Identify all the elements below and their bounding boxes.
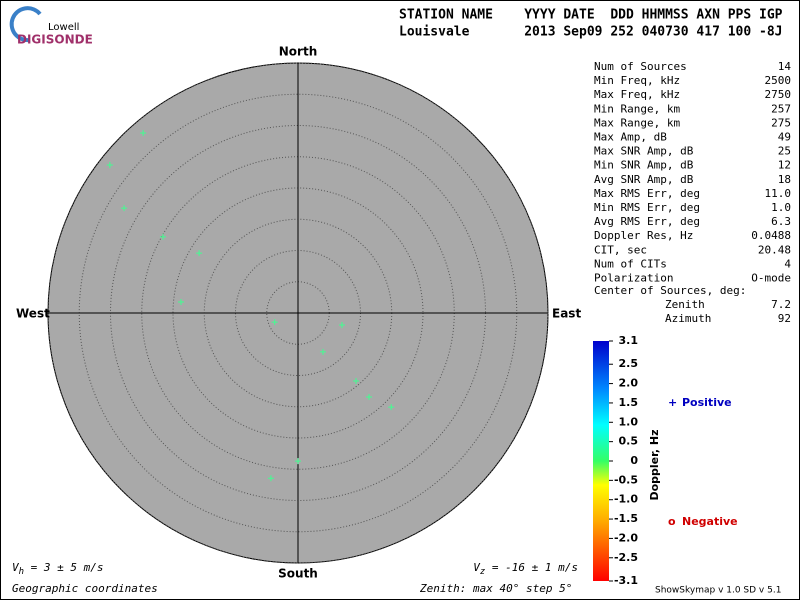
stat-label: Min RMS Err, deg	[594, 201, 700, 214]
stat-value: 0.0488	[751, 229, 791, 242]
stat-label: Max Freq, kHz	[594, 88, 680, 101]
stat-label: Avg SNR Amp, dB	[594, 173, 694, 186]
source-point	[196, 250, 203, 257]
colorbar-tick-label: 0.5	[619, 435, 639, 448]
version: ShowSkymap v 1.0 SD v 5.1	[655, 586, 781, 596]
source-point	[121, 205, 128, 212]
coords: Geographic coordinates	[12, 582, 158, 595]
stat-label: Max SNR Amp, dB	[594, 145, 694, 158]
colorbar-tick-label: 1.5	[619, 396, 639, 409]
velocity-vz: Vz = -16 ± 1 m/s	[473, 561, 578, 577]
stat-value: 6.3	[771, 215, 791, 228]
velocity-text: = -16 ± 1 m/s	[485, 561, 578, 574]
direction-west: West	[16, 307, 50, 321]
source-point	[178, 298, 185, 305]
stat-value: 1.0	[771, 201, 791, 214]
colorbar-tick-label: -1.0	[614, 493, 638, 506]
stat-value: 2500	[765, 74, 792, 87]
stat-value: 12	[778, 159, 791, 172]
colorbar-tick-label: -3.1	[614, 574, 638, 587]
colorbar-tick-label: 3.1	[619, 334, 639, 347]
stat-value: 20.48	[758, 243, 791, 256]
stat-label: Max RMS Err, deg	[594, 187, 700, 200]
stat-label: Num of CITs	[594, 257, 667, 270]
stat-value: 14	[778, 60, 792, 73]
stat-value: O-mode	[751, 272, 791, 285]
source-point	[366, 394, 372, 401]
center-value: 92	[778, 312, 791, 325]
colorbar-tick-label: -2.5	[614, 551, 638, 564]
colorbar-tick-label: 0	[630, 454, 638, 467]
header-labels: STATION NAME YYYY DATE DDD HHMMSS AXN PP…	[399, 8, 783, 23]
stat-value: 4	[784, 257, 791, 270]
direction-south: South	[278, 567, 318, 581]
colorbar-tick-label: 2.5	[619, 357, 639, 370]
stat-value: 49	[778, 131, 791, 144]
logo-bottom: DIGISONDE	[17, 33, 93, 47]
velocity-symbol: V	[473, 561, 481, 574]
stat-label: CIT, sec	[594, 243, 647, 256]
source-point	[295, 458, 301, 465]
legend-symbol: +	[668, 396, 677, 409]
stat-value: 25	[778, 145, 791, 158]
stat-label: Min SNR Amp, dB	[594, 159, 694, 172]
center-label: Azimuth	[665, 312, 711, 325]
zenith-note: Zenith: max 40° step 5°	[419, 582, 572, 595]
colorbar-tick-label: -1.5	[614, 512, 638, 525]
legend-symbol: o	[668, 515, 676, 528]
stat-value: 11.0	[765, 187, 792, 200]
legend-label: Negative	[682, 515, 738, 528]
center-value: 7.2	[771, 298, 791, 311]
stat-value: 275	[771, 116, 791, 129]
colorbar-tick-label: -0.5	[614, 473, 638, 486]
logo-top: Lowell	[48, 22, 79, 33]
stat-label: Max Range, km	[594, 116, 680, 129]
source-point	[339, 322, 346, 329]
source-point	[159, 233, 166, 240]
direction-east: East	[552, 307, 581, 321]
velocity-sub: z	[480, 567, 485, 577]
stat-label: Avg RMS Err, deg	[594, 215, 700, 228]
colorbar-tick-label: -2.0	[614, 531, 638, 544]
center-label: Zenith	[665, 298, 705, 311]
stat-label: Polarization	[594, 272, 673, 285]
source-point	[140, 129, 147, 136]
logo-arc	[9, 6, 42, 43]
colorbar-label: Doppler, Hz	[648, 429, 661, 500]
stat-value: 2750	[765, 88, 792, 101]
colorbar-tick-label: 2.0	[619, 377, 639, 390]
legend-label: Positive	[682, 396, 732, 409]
stat-value: 257	[771, 102, 791, 115]
source-point	[106, 161, 113, 168]
stat-label: Min Range, km	[594, 102, 680, 115]
velocity-symbol: V	[12, 561, 20, 574]
velocity-vh: Vh = 3 ± 5 m/s	[12, 561, 104, 577]
stat-value: 18	[778, 173, 791, 186]
stat-label: Num of Sources	[594, 60, 687, 73]
stat-label: Min Freq, kHz	[594, 74, 680, 87]
source-point	[319, 348, 326, 355]
direction-north: North	[279, 45, 317, 59]
stat-label: Doppler Res, Hz	[594, 229, 693, 242]
source-point	[353, 377, 360, 384]
header-values: Louisvale 2013 Sep09 252 040730 417 100 …	[399, 25, 783, 40]
velocity-text: = 3 ± 5 m/s	[24, 561, 103, 574]
colorbar	[593, 341, 609, 581]
velocity-sub: h	[19, 567, 24, 577]
source-point	[388, 404, 395, 411]
source-point	[267, 475, 274, 482]
source-point	[271, 319, 278, 326]
colorbar-tick-label: 1.0	[619, 415, 639, 428]
center-title: Center of Sources, deg:	[594, 284, 746, 297]
stat-label: Max Amp, dB	[594, 131, 667, 144]
